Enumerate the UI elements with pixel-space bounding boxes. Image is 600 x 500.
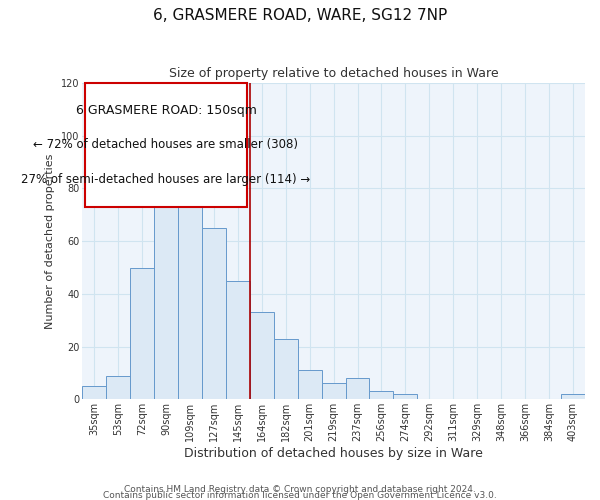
Text: Contains public sector information licensed under the Open Government Licence v3: Contains public sector information licen…	[103, 491, 497, 500]
Bar	[298, 370, 322, 400]
Bar	[322, 384, 346, 400]
Text: 6 GRASMERE ROAD: 150sqm: 6 GRASMERE ROAD: 150sqm	[76, 104, 256, 117]
Text: ← 72% of detached houses are smaller (308): ← 72% of detached houses are smaller (30…	[34, 138, 298, 151]
Bar	[226, 280, 250, 400]
Y-axis label: Number of detached properties: Number of detached properties	[45, 154, 55, 329]
X-axis label: Distribution of detached houses by size in Ware: Distribution of detached houses by size …	[184, 447, 483, 460]
Title: Size of property relative to detached houses in Ware: Size of property relative to detached ho…	[169, 68, 499, 80]
Text: 6, GRASMERE ROAD, WARE, SG12 7NP: 6, GRASMERE ROAD, WARE, SG12 7NP	[153, 8, 447, 22]
Bar	[202, 228, 226, 400]
Bar	[394, 394, 418, 400]
Bar	[82, 386, 106, 400]
Bar	[106, 376, 130, 400]
Bar	[346, 378, 370, 400]
FancyBboxPatch shape	[85, 83, 247, 207]
Bar	[178, 162, 202, 400]
Text: 27% of semi-detached houses are larger (114) →: 27% of semi-detached houses are larger (…	[22, 173, 311, 186]
Bar	[370, 392, 394, 400]
Bar	[561, 394, 585, 400]
Bar	[154, 199, 178, 400]
Bar	[274, 338, 298, 400]
Bar	[250, 312, 274, 400]
Bar	[130, 268, 154, 400]
Text: Contains HM Land Registry data © Crown copyright and database right 2024.: Contains HM Land Registry data © Crown c…	[124, 485, 476, 494]
